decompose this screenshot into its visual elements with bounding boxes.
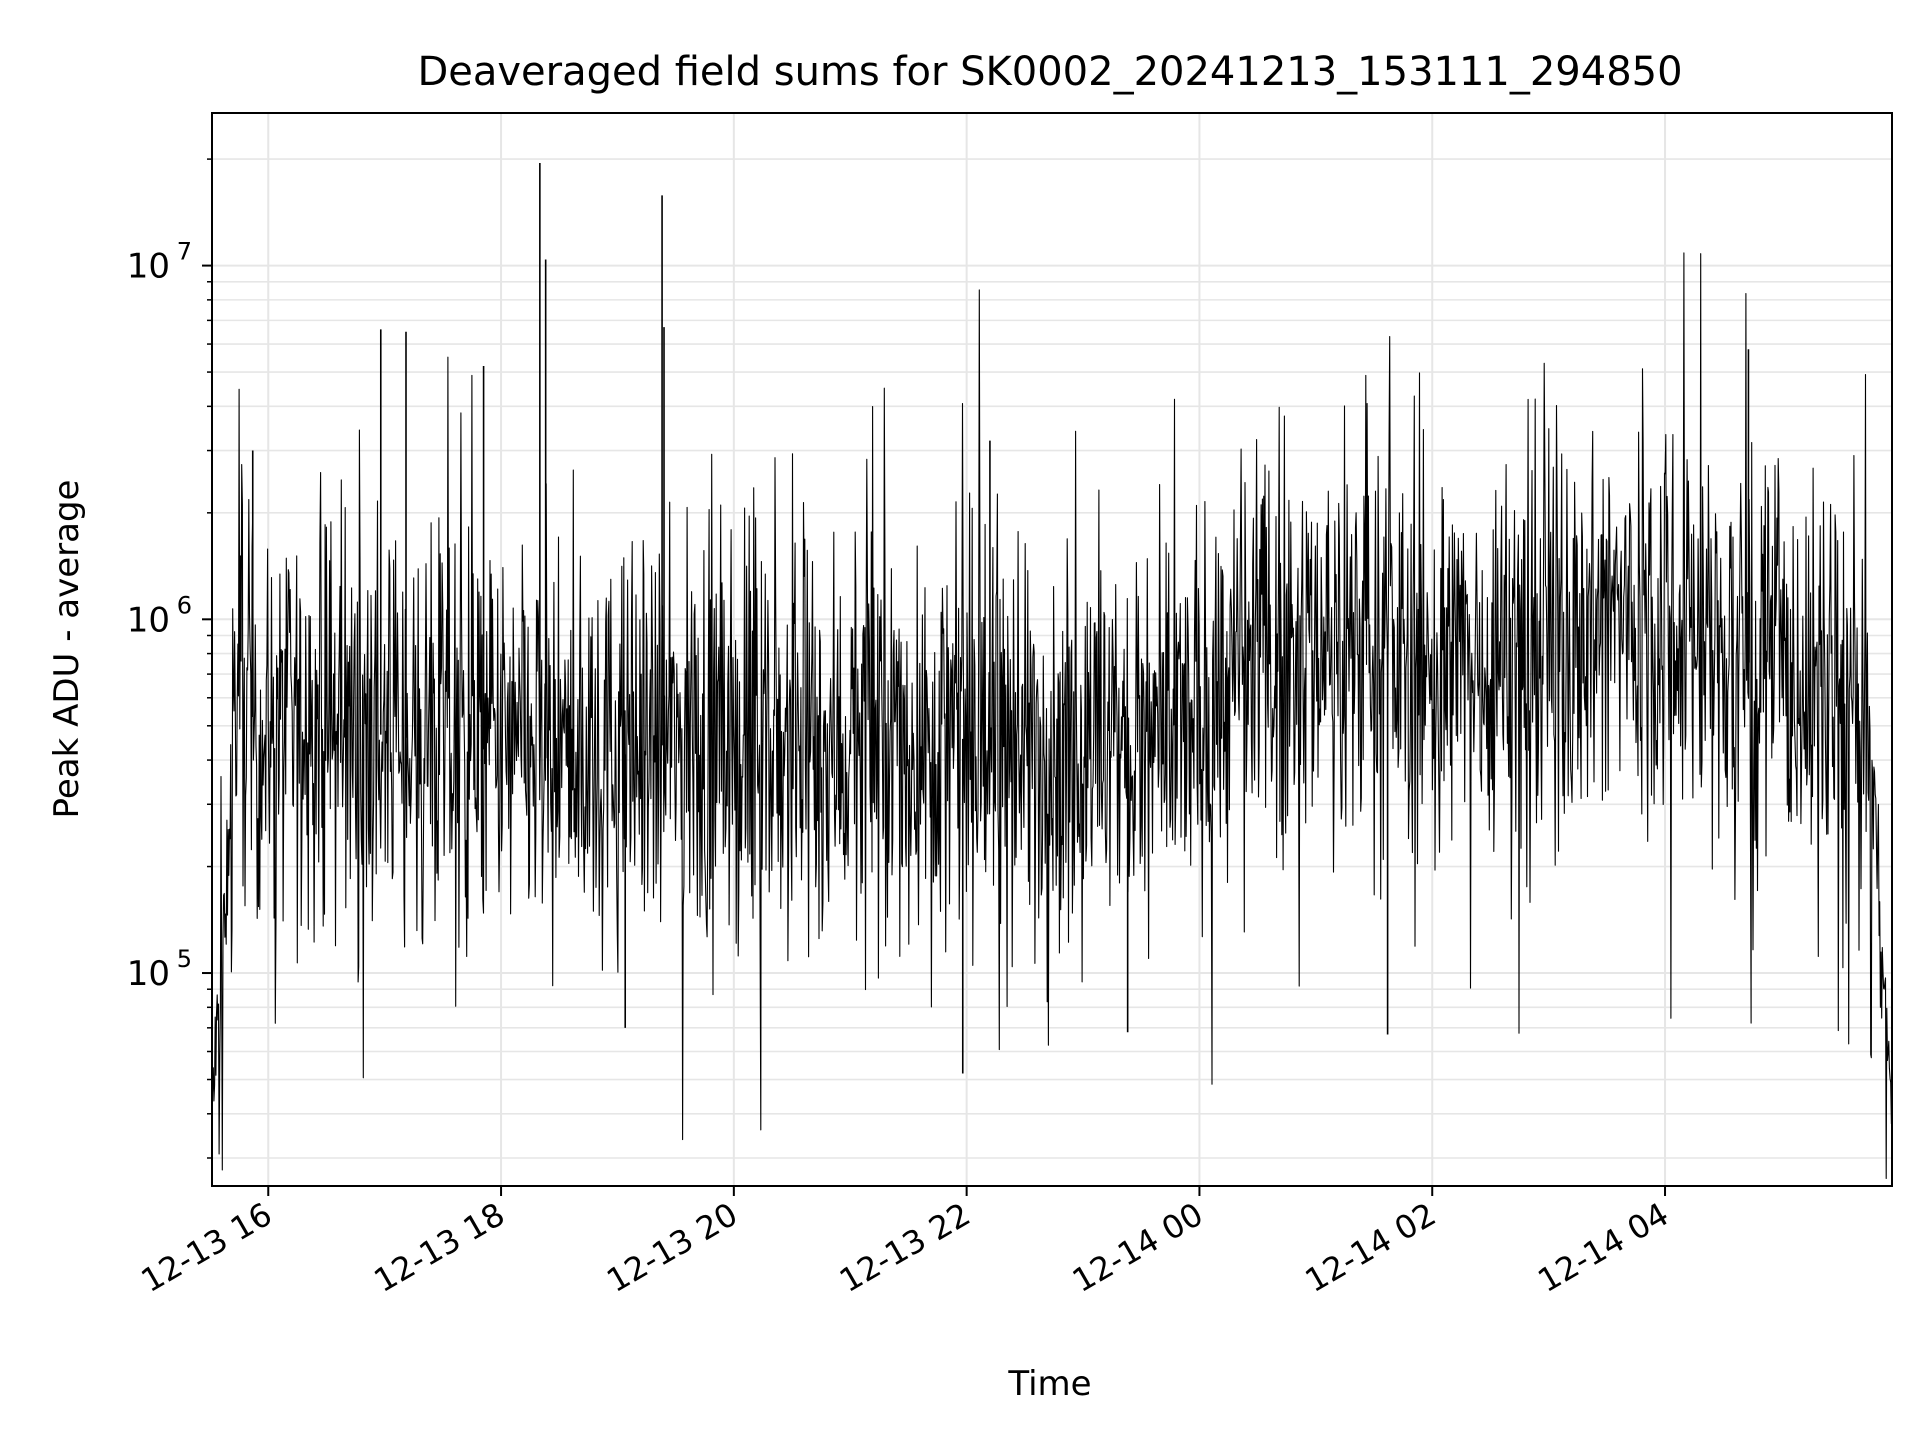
- y-axis-label: Peak ADU - average: [47, 480, 87, 819]
- chart-title: Deaveraged field sums for SK0002_2024121…: [417, 49, 1682, 95]
- x-axis-label: Time: [1007, 1364, 1091, 1404]
- y-tick-label: 10: [127, 954, 170, 994]
- y-tick-label: 10: [127, 600, 170, 640]
- grid: [212, 113, 1892, 1186]
- data-line-layer: [211, 162, 1893, 1180]
- y-tick-exponent: 5: [177, 945, 192, 973]
- data-series-line: [211, 252, 1893, 1180]
- y-tick-exponent: 6: [177, 591, 192, 619]
- y-tick-exponent: 7: [177, 238, 192, 266]
- plot-frame: [211, 112, 1893, 1187]
- y-tick-label: 10: [127, 247, 170, 287]
